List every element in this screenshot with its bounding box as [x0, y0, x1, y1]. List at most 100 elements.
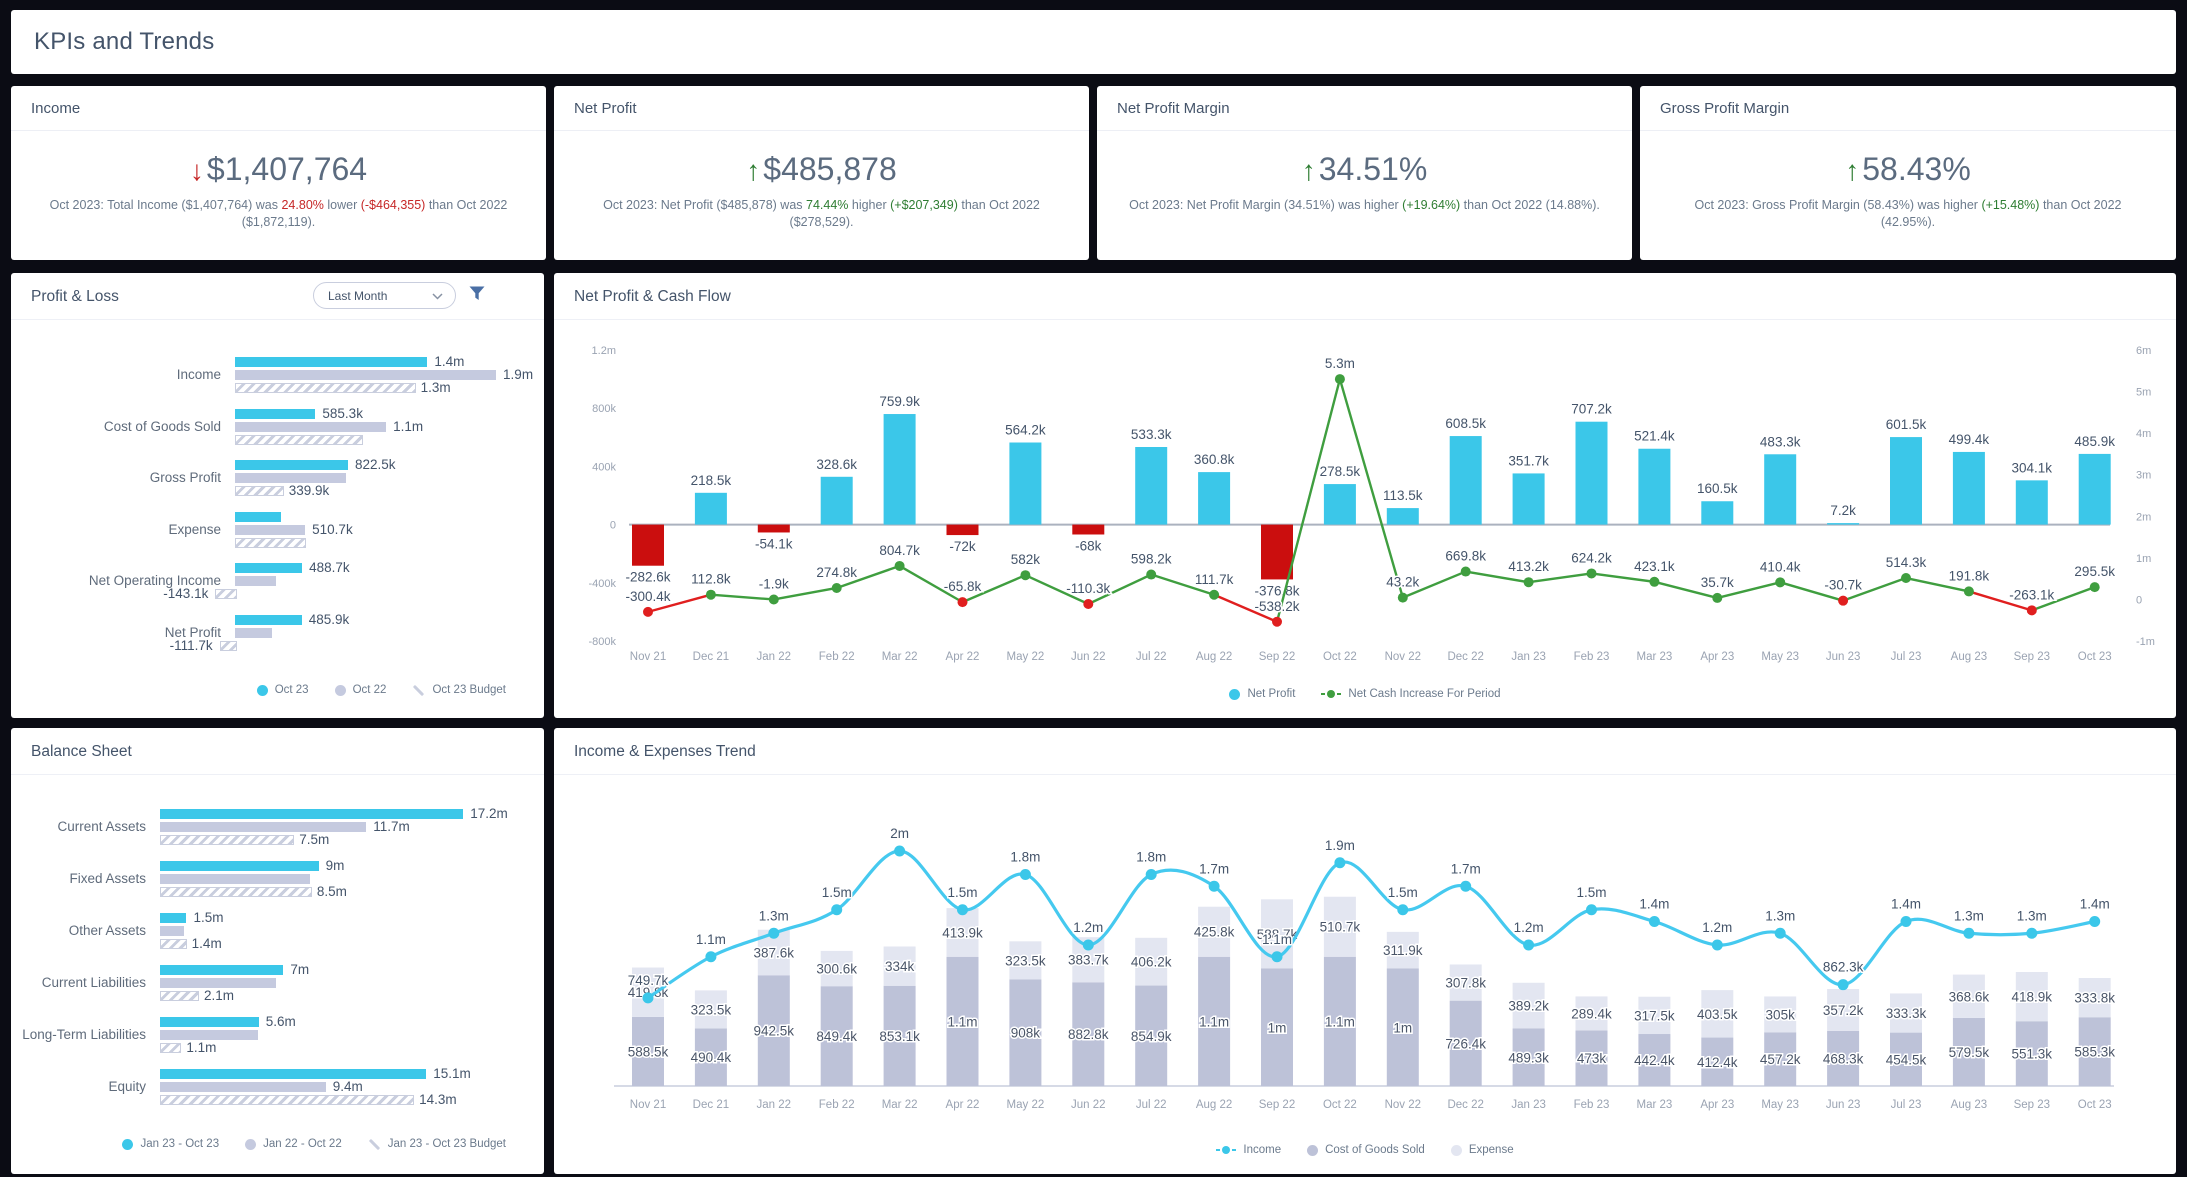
net-profit-bar[interactable]: [1323, 484, 1356, 525]
legend-item[interactable]: Jan 23 - Oct 23: [122, 1138, 219, 1150]
income-point[interactable]: [1145, 869, 1157, 880]
cogs-bar-segment[interactable]: [1198, 956, 1231, 1086]
bar[interactable]: [160, 1043, 182, 1053]
bar[interactable]: [235, 511, 281, 522]
bar[interactable]: [160, 913, 187, 923]
bar[interactable]: [235, 563, 303, 574]
income-point[interactable]: [1271, 951, 1283, 963]
cash-flow-point[interactable]: [1712, 592, 1723, 603]
bar[interactable]: [160, 1095, 415, 1105]
legend-item[interactable]: Cost of Goods Sold: [1307, 1144, 1425, 1156]
legend-item[interactable]: Oct 23 Budget: [412, 684, 506, 696]
income-point[interactable]: [2026, 927, 2038, 939]
bar[interactable]: [160, 978, 277, 988]
expense-bar-segment[interactable]: [1449, 964, 1482, 1001]
cogs-bar-segment[interactable]: [1449, 1000, 1482, 1086]
net-profit-bar[interactable]: [1386, 508, 1419, 525]
income-point[interactable]: [1711, 939, 1723, 951]
cash-flow-point[interactable]: [1460, 566, 1471, 577]
bar[interactable]: [235, 486, 284, 497]
cogs-bar-segment[interactable]: [1701, 1037, 1734, 1086]
expense-bar-segment[interactable]: [1512, 982, 1545, 1029]
income-point[interactable]: [1774, 927, 1786, 939]
net-profit-bar[interactable]: [1261, 524, 1293, 580]
net-profit-bar[interactable]: [632, 524, 664, 566]
income-point[interactable]: [1963, 927, 1975, 939]
cogs-bar-segment[interactable]: [1638, 1034, 1671, 1086]
cogs-bar-segment[interactable]: [2015, 1021, 2048, 1086]
income-point[interactable]: [1397, 904, 1409, 916]
net-profit-bar[interactable]: [1701, 501, 1734, 525]
cash-flow-point[interactable]: [1963, 586, 1974, 597]
legend-item[interactable]: Net Profit: [1229, 688, 1295, 700]
cogs-bar-segment[interactable]: [1764, 1032, 1797, 1086]
bar[interactable]: [235, 537, 306, 548]
legend-item[interactable]: Net Cash Increase For Period: [1321, 688, 1501, 700]
cogs-bar-segment[interactable]: [2078, 1017, 2111, 1086]
period-dropdown[interactable]: Last Month: [313, 282, 456, 309]
expense-bar-segment[interactable]: [946, 908, 979, 957]
income-point[interactable]: [705, 951, 717, 963]
bar[interactable]: [235, 383, 416, 393]
expense-bar-segment[interactable]: [820, 950, 853, 987]
cash-flow-point[interactable]: [1083, 598, 1094, 609]
cash-flow-point[interactable]: [705, 589, 716, 600]
expense-bar-segment[interactable]: [883, 946, 916, 986]
income-point[interactable]: [1082, 939, 1094, 951]
cash-flow-point[interactable]: [2089, 582, 2100, 593]
income-point[interactable]: [1208, 880, 1220, 892]
bar[interactable]: [235, 421, 387, 432]
income-point[interactable]: [2089, 916, 2101, 927]
bar[interactable]: [160, 1069, 427, 1079]
legend-item[interactable]: Jan 22 - Oct 22: [245, 1138, 342, 1150]
cogs-bar-segment[interactable]: [1952, 1017, 1985, 1086]
expense-bar-segment[interactable]: [1009, 941, 1042, 980]
bar[interactable]: [235, 628, 273, 638]
income-point[interactable]: [642, 992, 654, 1004]
cash-flow-point[interactable]: [1209, 589, 1220, 600]
cash-flow-point[interactable]: [1586, 568, 1597, 579]
bar[interactable]: [235, 576, 277, 587]
bar[interactable]: [235, 434, 364, 445]
cash-flow-point[interactable]: [768, 594, 779, 605]
legend-item[interactable]: Oct 22: [334, 684, 386, 696]
net-profit-bar[interactable]: [1952, 451, 1985, 525]
income-point[interactable]: [1523, 939, 1535, 951]
expense-bar-segment[interactable]: [1952, 974, 1985, 1018]
net-profit-bar[interactable]: [694, 492, 727, 525]
cogs-bar-segment[interactable]: [694, 1028, 727, 1086]
net-profit-bar[interactable]: [1072, 524, 1105, 535]
cash-flow-point[interactable]: [894, 560, 905, 571]
legend-item[interactable]: Expense: [1450, 1144, 1514, 1156]
cogs-bar-segment[interactable]: [1009, 979, 1042, 1086]
net-profit-bar[interactable]: [2078, 453, 2111, 525]
cogs-bar-segment[interactable]: [946, 956, 979, 1086]
income-point[interactable]: [894, 845, 906, 857]
bar[interactable]: [160, 809, 464, 819]
cash-flow-point[interactable]: [1775, 577, 1786, 588]
cash-flow-point[interactable]: [1523, 577, 1534, 588]
cogs-bar-segment[interactable]: [1386, 968, 1419, 1087]
expense-bar-segment[interactable]: [1198, 906, 1231, 957]
net-profit-bar[interactable]: [1135, 447, 1168, 525]
cogs-bar-segment[interactable]: [1323, 956, 1356, 1086]
net-profit-bar[interactable]: [946, 524, 979, 536]
bar[interactable]: [160, 991, 200, 1001]
bar[interactable]: [160, 861, 319, 871]
cash-flow-point[interactable]: [1838, 595, 1849, 606]
cash-flow-point[interactable]: [1901, 573, 1911, 584]
income-point[interactable]: [1586, 904, 1597, 916]
cash-flow-point[interactable]: [1649, 576, 1660, 587]
bar[interactable]: [160, 939, 187, 949]
bar[interactable]: [235, 473, 347, 484]
income-point[interactable]: [1334, 857, 1346, 869]
cogs-bar-segment[interactable]: [1890, 1032, 1922, 1086]
bar[interactable]: [219, 641, 237, 651]
bar[interactable]: [160, 1082, 326, 1092]
cash-flow-point[interactable]: [643, 606, 653, 617]
expense-bar-segment[interactable]: [1827, 989, 1860, 1031]
expense-bar-segment[interactable]: [1638, 996, 1671, 1035]
expense-bar-segment[interactable]: [1701, 990, 1734, 1038]
bar[interactable]: [235, 524, 306, 535]
bar[interactable]: [160, 965, 284, 975]
